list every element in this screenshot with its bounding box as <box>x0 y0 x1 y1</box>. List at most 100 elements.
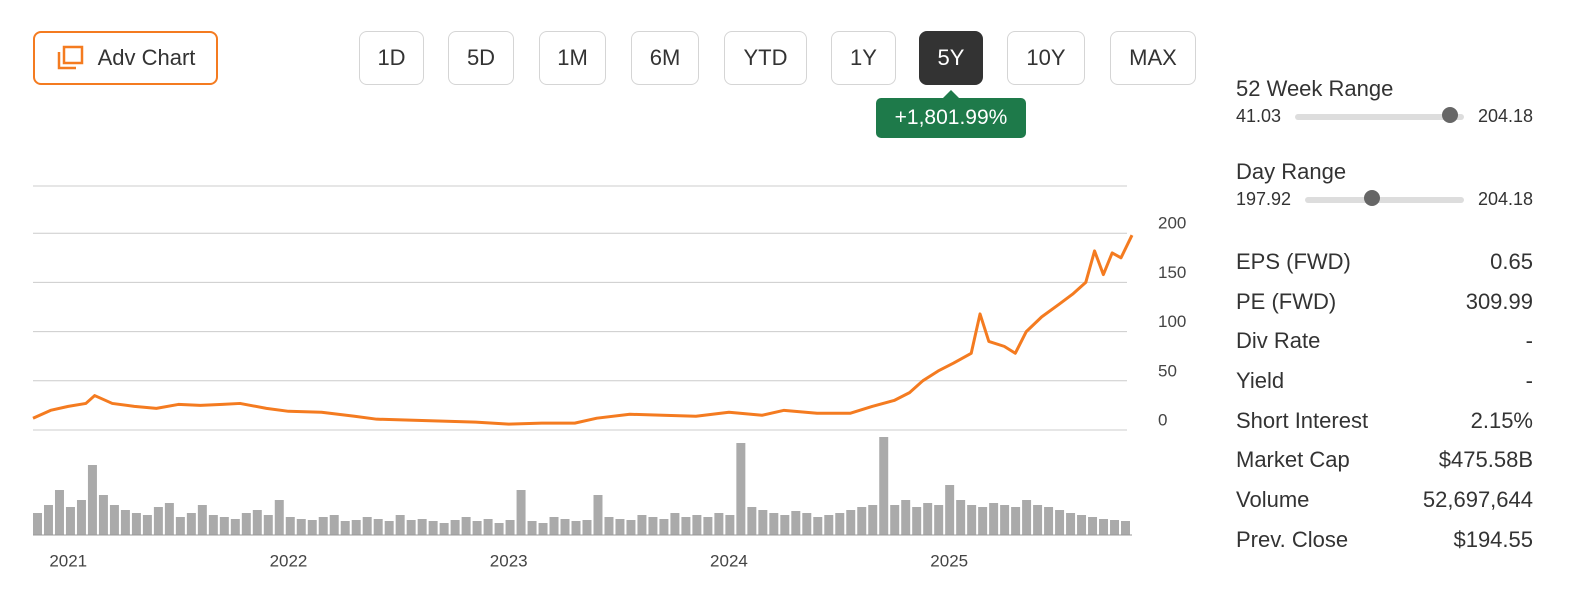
stat-value: $194.55 <box>1453 526 1533 552</box>
volume-bar <box>43 505 53 535</box>
stat-label: Market Cap <box>1236 447 1350 473</box>
volume-bar <box>626 520 636 535</box>
volume-bar <box>1099 519 1109 535</box>
volume-bar <box>978 507 988 535</box>
volume-bar <box>923 503 933 535</box>
stat-value: 52,697,644 <box>1422 486 1533 512</box>
chart: 0 50 100 150 200 2021 2022 2023 2024 2025 <box>32 185 1186 570</box>
y-tick-label: 200 <box>1158 214 1186 233</box>
volume-bar <box>450 520 460 535</box>
adv-chart-icon <box>57 45 83 70</box>
volume-bar <box>417 519 427 535</box>
stat-value: - <box>1525 367 1533 393</box>
volume-bar <box>131 513 141 535</box>
volume-bar <box>120 510 130 535</box>
stat-value: - <box>1525 328 1533 354</box>
volume-bar <box>824 515 834 535</box>
range-button[interactable]: MAX <box>1110 31 1196 85</box>
volume-bar <box>901 500 911 535</box>
volume-bar <box>87 465 97 535</box>
volume-bar <box>1033 505 1043 535</box>
volume-bar <box>33 513 42 535</box>
x-tick-label: 2023 <box>490 551 528 570</box>
volume-bar <box>747 507 757 535</box>
range-label: Day Range <box>1236 159 1347 184</box>
stat-row: Div Rate - <box>1236 321 1533 361</box>
stat-value: 309.99 <box>1465 288 1533 314</box>
range-label: 52 Week Range <box>1236 76 1394 101</box>
volume-bar <box>527 521 537 535</box>
stat-row: Volume 52,697,644 <box>1236 480 1533 520</box>
range-button[interactable]: 5D <box>448 31 514 85</box>
range-low: 41.03 <box>1236 106 1282 126</box>
volume-bar <box>76 500 86 535</box>
volume-bar <box>791 511 801 535</box>
x-tick-label: 2021 <box>49 551 87 570</box>
volume-bar <box>593 495 603 535</box>
stat-label: Prev. Close <box>1236 526 1349 552</box>
volume-bar <box>857 507 867 535</box>
range-button[interactable]: 10Y <box>1007 31 1085 85</box>
volume-bar <box>318 517 328 535</box>
volume-bar <box>692 515 702 535</box>
volume-bar <box>934 505 944 535</box>
volume-bar <box>670 513 680 535</box>
adv-chart-button[interactable]: Adv Chart <box>33 31 218 85</box>
volume-bar <box>274 500 284 535</box>
volume-bar <box>175 517 185 535</box>
volume-bar <box>395 515 405 535</box>
range-button[interactable]: 1Y <box>831 31 896 85</box>
volume-bar <box>780 515 790 535</box>
range-block: 52 Week Range 41.03 204.18 <box>1236 76 1533 159</box>
volume-bar <box>483 519 493 535</box>
volume-bar <box>538 523 548 535</box>
volume-bar <box>65 507 75 535</box>
range-track <box>1305 189 1464 206</box>
y-tick-label: 100 <box>1158 312 1186 331</box>
range-button[interactable]: 1D <box>359 31 424 85</box>
volume-bar <box>439 523 449 535</box>
range-button[interactable]: 1M <box>539 31 606 85</box>
stat-label: EPS (FWD) <box>1236 248 1351 274</box>
volume-bar <box>703 517 713 535</box>
volume-bar <box>494 523 504 535</box>
volume-bar <box>835 513 845 535</box>
volume-bar <box>230 519 240 535</box>
y-tick-label: 150 <box>1158 263 1186 282</box>
volume-bar <box>769 513 779 535</box>
range-knob <box>1442 106 1459 123</box>
volume-bar <box>560 519 570 535</box>
volume-bar <box>1044 507 1054 535</box>
volume-bar <box>186 513 196 535</box>
stat-label: Short Interest <box>1236 407 1369 433</box>
volume-bar <box>549 517 559 535</box>
range-button[interactable]: YTD <box>724 31 807 85</box>
volume-bar <box>736 443 746 535</box>
stat-row: Prev. Close $194.55 <box>1236 520 1533 560</box>
x-tick-label: 2025 <box>930 551 968 570</box>
volume-bar <box>1055 510 1065 535</box>
volume-bar <box>846 510 856 535</box>
stat-row: Yield - <box>1236 361 1533 401</box>
range-button[interactable]: 5Y <box>919 31 983 85</box>
stat-label: PE (FWD) <box>1236 288 1337 314</box>
volume-bar <box>615 519 625 535</box>
volume-bar <box>1066 513 1076 535</box>
volume-bar <box>428 521 438 535</box>
stat-label: Yield <box>1236 367 1285 393</box>
volume-bar <box>98 495 108 535</box>
volume-bar <box>582 520 592 535</box>
volume-bar <box>252 510 262 535</box>
change-badge: +1,801.99% <box>876 90 1026 138</box>
range-bar: 41.03 204.18 <box>1236 106 1533 127</box>
volume-bar <box>681 517 691 535</box>
volume-bar <box>362 517 372 535</box>
range-high: 204.18 <box>1477 189 1533 209</box>
x-tick-label: 2022 <box>270 551 308 570</box>
volume-bar <box>945 485 955 535</box>
adv-chart-label: Adv Chart <box>97 45 196 70</box>
volume-bar <box>384 521 394 535</box>
volume-bar <box>989 503 999 535</box>
range-button[interactable]: 6M <box>631 31 699 85</box>
